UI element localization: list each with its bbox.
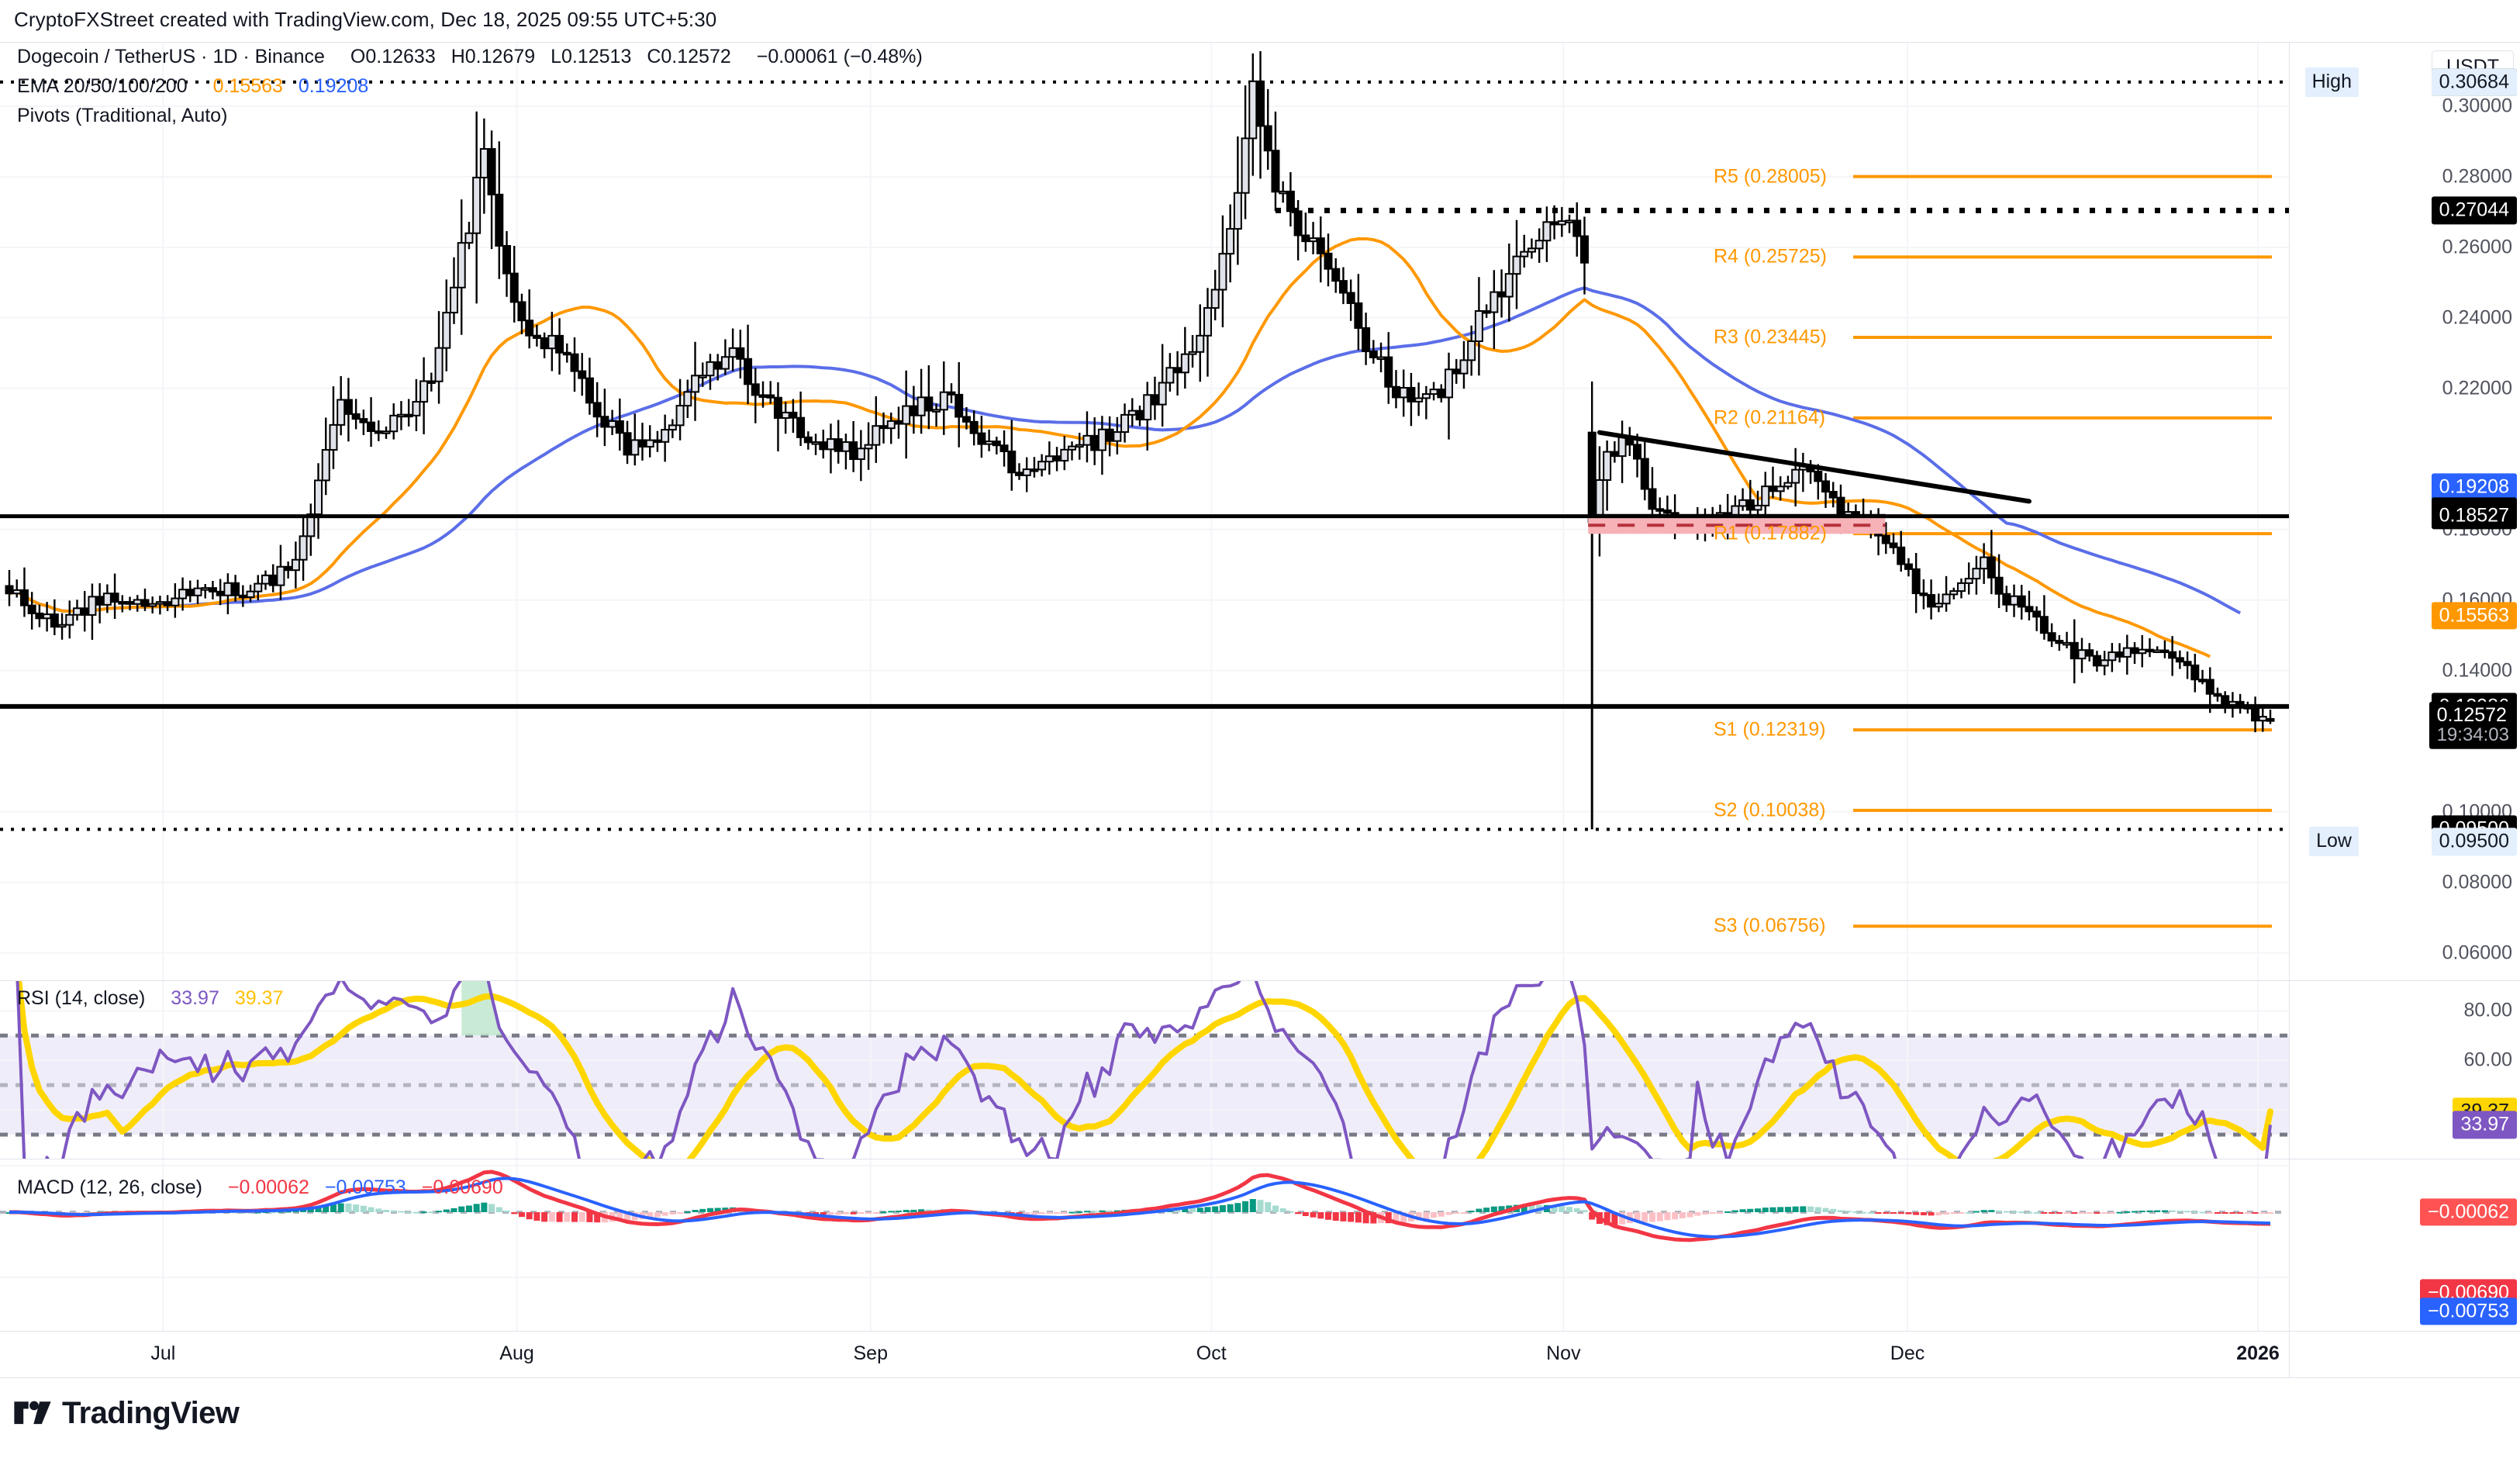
high-side-label: High bbox=[2304, 67, 2359, 97]
ema-orange-badge[interactable]: 0.15563 bbox=[2431, 601, 2517, 630]
macd-pane[interactable]: −0.00062 −0.00690 −0.00753 MACD (12, 26, c… bbox=[0, 1159, 2520, 1332]
tradingview-logo[interactable]: TradingView bbox=[14, 1396, 240, 1431]
time-label-dec: Dec bbox=[1890, 1342, 1925, 1364]
price-plot-area[interactable]: R5 (0.28005) R4 (0.25725) R3 (0.23445) R2 (… bbox=[0, 43, 2289, 980]
low-side-label: Low bbox=[2309, 827, 2359, 857]
chart-frame: R5 (0.28005) R4 (0.25725) R3 (0.23445) R2 (… bbox=[0, 42, 2520, 1379]
rsi-tick: 60.00 bbox=[2463, 1049, 2512, 1071]
time-label-nov: Nov bbox=[1546, 1342, 1581, 1364]
last-price-badge[interactable]: 0.12572 19:34:03 bbox=[2429, 701, 2517, 749]
price-scale[interactable]: USDT 0.30000 0.28000 0.26000 0.24000 0.22000… bbox=[2289, 43, 2520, 980]
rsi-plot-area[interactable] bbox=[0, 981, 2289, 1159]
macd-scale[interactable]: −0.00062 −0.00690 −0.00753 bbox=[2289, 1159, 2520, 1331]
low-label-badge[interactable]: 0.09500 bbox=[2431, 828, 2517, 855]
attribution-text: CryptoFXStreet created with TradingView.… bbox=[14, 8, 717, 31]
badge-text: 0.19208 bbox=[2439, 475, 2509, 498]
macd-hist-badge[interactable]: −0.00062 bbox=[2420, 1198, 2517, 1226]
time-axis-labels[interactable]: Jul Aug Sep Oct Nov Dec 2026 bbox=[0, 1332, 2289, 1377]
badge-text: 0.12572 bbox=[2436, 703, 2507, 726]
price-tick: 0.28000 bbox=[2442, 165, 2512, 188]
price-tick: 0.08000 bbox=[2442, 871, 2512, 893]
price-tick: 0.24000 bbox=[2442, 306, 2512, 329]
rsi-value-badge[interactable]: 33.97 bbox=[2453, 1111, 2517, 1139]
badge-text: 0.30684 bbox=[2439, 71, 2509, 93]
price-tick: 0.14000 bbox=[2442, 659, 2512, 682]
macd-signal-badge[interactable]: −0.00753 bbox=[2420, 1298, 2517, 1325]
ema200-badge[interactable]: 0.19208 bbox=[2431, 473, 2517, 501]
rsi-tick: 80.00 bbox=[2463, 999, 2512, 1021]
time-axis[interactable]: Jul Aug Sep Oct Nov Dec 2026 bbox=[0, 1332, 2520, 1378]
rsi-svg bbox=[0, 981, 2289, 1159]
pivot-label-s3: S3 (0.06756) bbox=[1714, 914, 1826, 937]
tradingview-wordmark: TradingView bbox=[62, 1396, 240, 1430]
level-badge-line[interactable]: 0.18527 bbox=[2431, 501, 2517, 530]
high-label-badge[interactable]: 0.30684 bbox=[2431, 68, 2517, 96]
pivot-label-s1: S1 (0.12319) bbox=[1714, 718, 1826, 741]
price-tick: 0.30000 bbox=[2442, 95, 2512, 117]
tradingview-logo-icon bbox=[14, 1398, 51, 1430]
badge-text: 0.27044 bbox=[2439, 199, 2509, 221]
price-pane[interactable]: R5 (0.28005) R4 (0.25725) R3 (0.23445) R2 (… bbox=[0, 43, 2520, 981]
pivot-label-r1: R1 (0.17882) bbox=[1714, 522, 1827, 544]
price-tick: 0.22000 bbox=[2442, 377, 2512, 399]
time-label-aug: Aug bbox=[499, 1342, 534, 1364]
badge-text: 0.18527 bbox=[2439, 503, 2509, 526]
pivot-label-r2: R2 (0.21164) bbox=[1714, 406, 1826, 429]
pivot-label-r5: R5 (0.28005) bbox=[1714, 165, 1827, 188]
badge-text: 0.15563 bbox=[2439, 603, 2509, 626]
macd-plot-area[interactable] bbox=[0, 1159, 2289, 1331]
macd-svg bbox=[0, 1159, 2289, 1331]
price-candles-svg bbox=[0, 43, 2289, 980]
time-axis-corner bbox=[2289, 1332, 2520, 1377]
price-tick: 0.06000 bbox=[2442, 942, 2512, 964]
resistance-dotted-badge[interactable]: 0.27044 bbox=[2431, 196, 2517, 224]
pivot-label-r4: R4 (0.25725) bbox=[1714, 245, 1827, 268]
time-label-oct: Oct bbox=[1196, 1342, 1227, 1364]
pivot-label-s2: S2 (0.10038) bbox=[1714, 799, 1826, 821]
price-tick: 0.26000 bbox=[2442, 236, 2512, 258]
badge-text: 0.09500 bbox=[2439, 830, 2509, 852]
pivot-label-r3: R3 (0.23445) bbox=[1714, 326, 1827, 348]
time-label-sep: Sep bbox=[853, 1342, 888, 1364]
time-label-jul: Jul bbox=[150, 1342, 176, 1364]
time-label-2026: 2026 bbox=[2236, 1342, 2280, 1364]
badge-countdown: 19:34:03 bbox=[2436, 724, 2509, 746]
